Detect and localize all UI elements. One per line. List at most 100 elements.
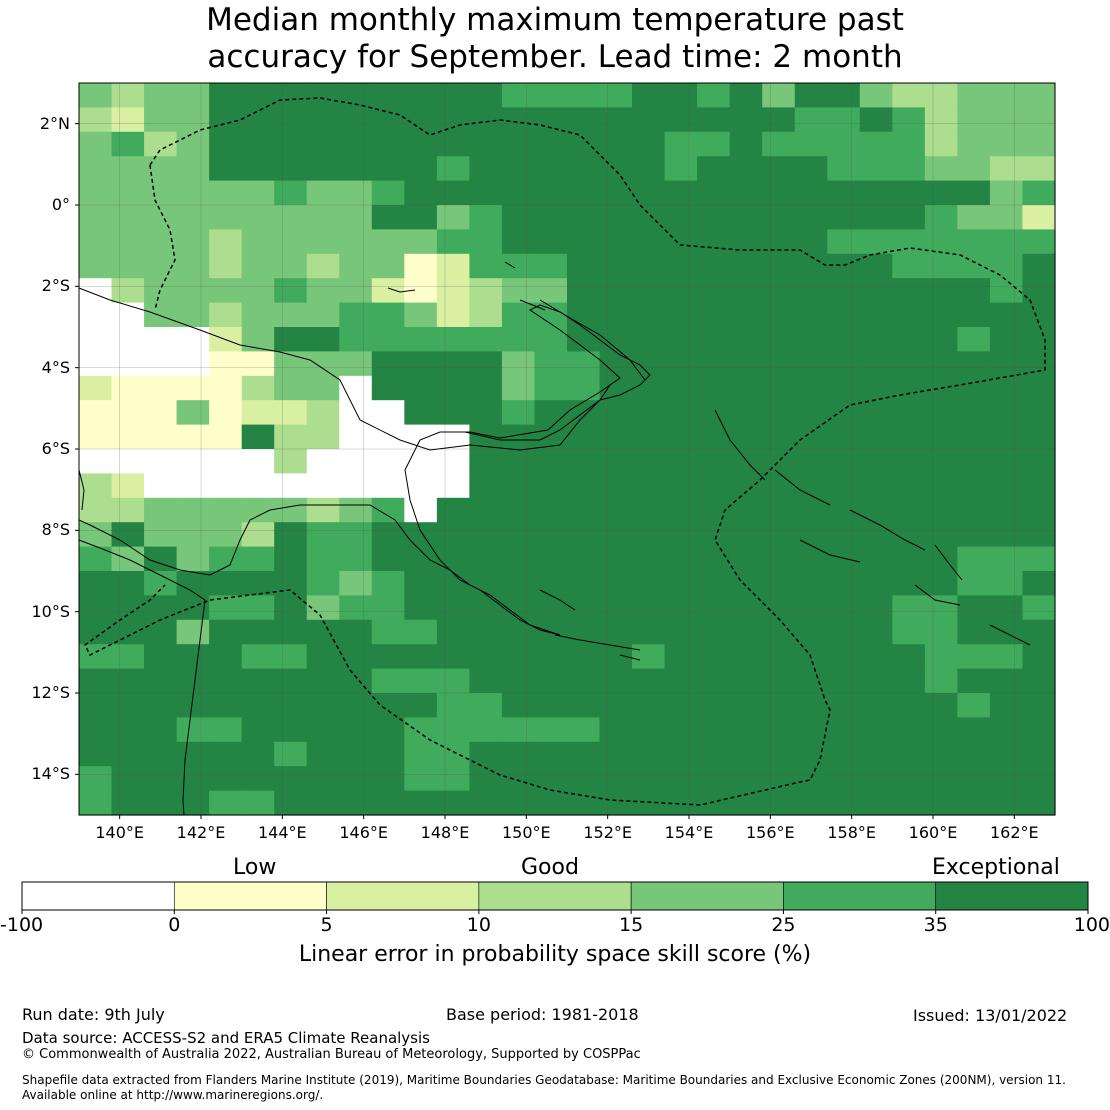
grid-cell: [469, 595, 503, 621]
grid-cell: [632, 327, 666, 352]
grid-cell: [664, 571, 698, 596]
grid-cell: [274, 180, 308, 206]
grid-cell: [339, 424, 373, 450]
lon-tick-label: 160°E: [908, 823, 958, 842]
grid-cell: [599, 278, 633, 304]
grid-cell: [404, 83, 438, 108]
grid-cell: [567, 546, 601, 572]
grid-cell: [144, 229, 178, 255]
grid-cell: [989, 131, 1024, 157]
graticule: [79, 83, 1055, 815]
grid-cell: [306, 424, 340, 450]
grid-cell: [599, 449, 633, 474]
grid-cell: [957, 205, 991, 230]
skill-grid: [79, 83, 1056, 816]
grid-cell: [794, 351, 828, 377]
grid-cell: [404, 302, 438, 328]
grid-cell: [111, 156, 145, 182]
grid-cell: [209, 205, 243, 230]
grid-cell: [79, 327, 113, 352]
grid-cell: [859, 741, 893, 767]
grid-cell: [469, 790, 503, 816]
grid-cell: [209, 83, 243, 108]
grid-cell: [469, 131, 503, 157]
grid-cell: [111, 522, 145, 548]
grid-cell: [827, 449, 861, 474]
grid-cell: [209, 522, 243, 548]
grid-cell: [664, 522, 698, 548]
grid-cell: [827, 619, 861, 645]
grid-cell: [274, 790, 308, 816]
grid-cell: [306, 571, 340, 596]
grid-cell: [371, 131, 405, 157]
grid-cell: [339, 473, 373, 499]
grid-cell: [274, 278, 308, 304]
grid-cell: [924, 449, 958, 474]
grid-cell: [599, 571, 633, 596]
grid-cell: [892, 693, 926, 718]
grid-cell: [209, 473, 243, 499]
grid-cell: [176, 644, 210, 670]
grid-cell: [664, 327, 698, 352]
grid-cell: [567, 180, 601, 206]
grid-cell: [697, 156, 731, 182]
grid-cell: [632, 83, 666, 108]
grid-cell: [469, 83, 503, 108]
grid-cell: [794, 449, 828, 474]
grid-cell: [241, 278, 275, 304]
grid-cell: [664, 497, 698, 523]
grid-cell: [729, 546, 763, 572]
grid-cell: [794, 717, 828, 743]
grid-cell: [79, 693, 113, 718]
grid-cell: [436, 449, 470, 474]
grid-cell: [501, 571, 536, 596]
grid-cell: [306, 351, 340, 377]
grid-cell: [892, 351, 926, 377]
grid-cell: [306, 693, 340, 718]
grid-cell: [697, 546, 731, 572]
grid-cell: [111, 497, 145, 523]
grid-cell: [404, 375, 438, 401]
grid-cell: [989, 473, 1024, 499]
grid-cell: [404, 571, 438, 596]
grid-cell: [989, 522, 1024, 548]
grid-cell: [664, 449, 698, 474]
grid-cell: [632, 546, 666, 572]
grid-cell: [762, 497, 796, 523]
grid-cell: [697, 571, 731, 596]
grid-cell: [176, 424, 210, 450]
grid-cell: [924, 497, 958, 523]
grid-cell: [306, 400, 340, 426]
grid-cell: [306, 766, 340, 792]
grid-cell: [144, 83, 178, 108]
grid-cell: [176, 522, 210, 548]
grid-cell: [567, 156, 601, 182]
coastline-arnhem: [78, 469, 85, 511]
grid-cell: [501, 790, 536, 816]
grid-cell: [306, 449, 340, 474]
grid-cell: [404, 619, 438, 645]
grid-cell: [306, 327, 340, 352]
grid-cell: [371, 302, 405, 328]
grid-cell: [534, 595, 568, 621]
grid-cell: [697, 595, 731, 621]
grid-cell: [599, 253, 633, 279]
grid-cell: [989, 790, 1024, 816]
grid-cell: [469, 449, 503, 474]
grid-cell: [697, 473, 731, 499]
grid-cell: [762, 400, 796, 426]
grid-cell: [892, 571, 926, 596]
coastline-guadalcanal: [799, 539, 861, 563]
grid-cell: [892, 205, 926, 230]
grid-cell: [567, 83, 601, 108]
data-source: Data source: ACCESS-S2 and ERA5 Climate …: [22, 1029, 430, 1047]
grid-cell: [762, 131, 796, 157]
grid-cell: [176, 131, 210, 157]
grid-cell: [632, 156, 666, 182]
colorbar-tick-label: -100: [0, 914, 44, 936]
grid-cell: [859, 449, 893, 474]
grid-cell: [697, 741, 731, 767]
grid-cell: [436, 229, 470, 255]
colorbar-tick-label: 25: [771, 914, 796, 936]
grid-cell: [371, 449, 405, 474]
